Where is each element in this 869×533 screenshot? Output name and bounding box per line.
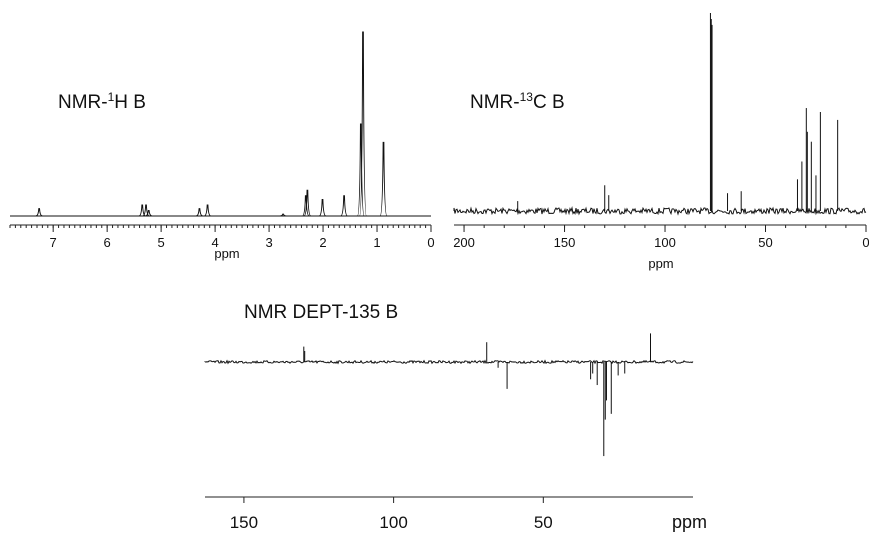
h1-peak-6: [279, 213, 287, 217]
c13-tick-label: 0: [862, 235, 869, 250]
h1-peak-2: [142, 204, 150, 217]
h1-tick-label: 2: [319, 235, 326, 250]
dept-tick-label: 100: [379, 513, 407, 532]
dept-baseline: [204, 359, 694, 365]
h1-nmr-panel: NMR-1H B 7 6 5 4 3 2 1 0 ppm: [9, 31, 435, 261]
h1-tick-marks: [9, 225, 432, 232]
h1-peak-0: [35, 208, 43, 217]
h1-tick-label: 4: [211, 235, 218, 250]
h1-peak-13: [379, 141, 388, 217]
h1-tick-label: 0: [427, 235, 434, 250]
h1-tick-label: 6: [104, 235, 111, 250]
dept135-nmr-panel: NMR DEPT-135 B 150 100 50 ppm: [204, 302, 707, 532]
dept135-plot-area: [204, 333, 694, 457]
c13-tick-marks: [463, 225, 867, 232]
h1-peak-11: [356, 123, 365, 217]
h1-peak-7: [302, 195, 310, 217]
dept135-title: NMR DEPT-135 B: [244, 302, 398, 323]
h1-peak-9: [318, 198, 327, 217]
h1-peak-8: [303, 189, 312, 217]
dept135-tick-labels: 150 100 50: [230, 513, 553, 532]
c13-plot-area: [453, 13, 867, 216]
h1-x-axis-title: ppm: [214, 246, 239, 261]
h1-tick-label: 5: [158, 235, 165, 250]
h1-peak-5: [204, 204, 212, 217]
c13-tick-label: 150: [554, 235, 576, 250]
h1-peak-3: [145, 209, 153, 217]
c13-x-axis-title: ppm: [648, 256, 673, 271]
h1-peak-10: [340, 195, 348, 217]
dept135-x-axis-title: ppm: [672, 512, 707, 532]
c13-baseline: [453, 206, 867, 216]
dept-tick-label: 150: [230, 513, 258, 532]
c13-tick-label: 100: [654, 235, 676, 250]
c13-tick-labels: 200 150 100 50 0: [453, 235, 869, 250]
c13-nmr-panel: NMR-13C B 200 150 100 50 0 ppm: [453, 13, 869, 271]
h1-tick-label: 1: [373, 235, 380, 250]
dept-tick-label: 50: [534, 513, 553, 532]
h1-tick-labels: 7 6 5 4 3 2 1 0: [50, 235, 435, 250]
h1-title: NMR-1H B: [58, 90, 146, 113]
c13-tick-label: 50: [758, 235, 772, 250]
h1-peak-12: [359, 31, 367, 217]
dept135-tick-marks: [243, 497, 544, 503]
h1-peak-4: [195, 208, 203, 217]
c13-title: NMR-13C B: [470, 90, 565, 113]
h1-plot-area: [10, 31, 431, 217]
c13-tick-label: 200: [453, 235, 475, 250]
h1-tick-label: 7: [50, 235, 57, 250]
h1-tick-label: 3: [265, 235, 272, 250]
